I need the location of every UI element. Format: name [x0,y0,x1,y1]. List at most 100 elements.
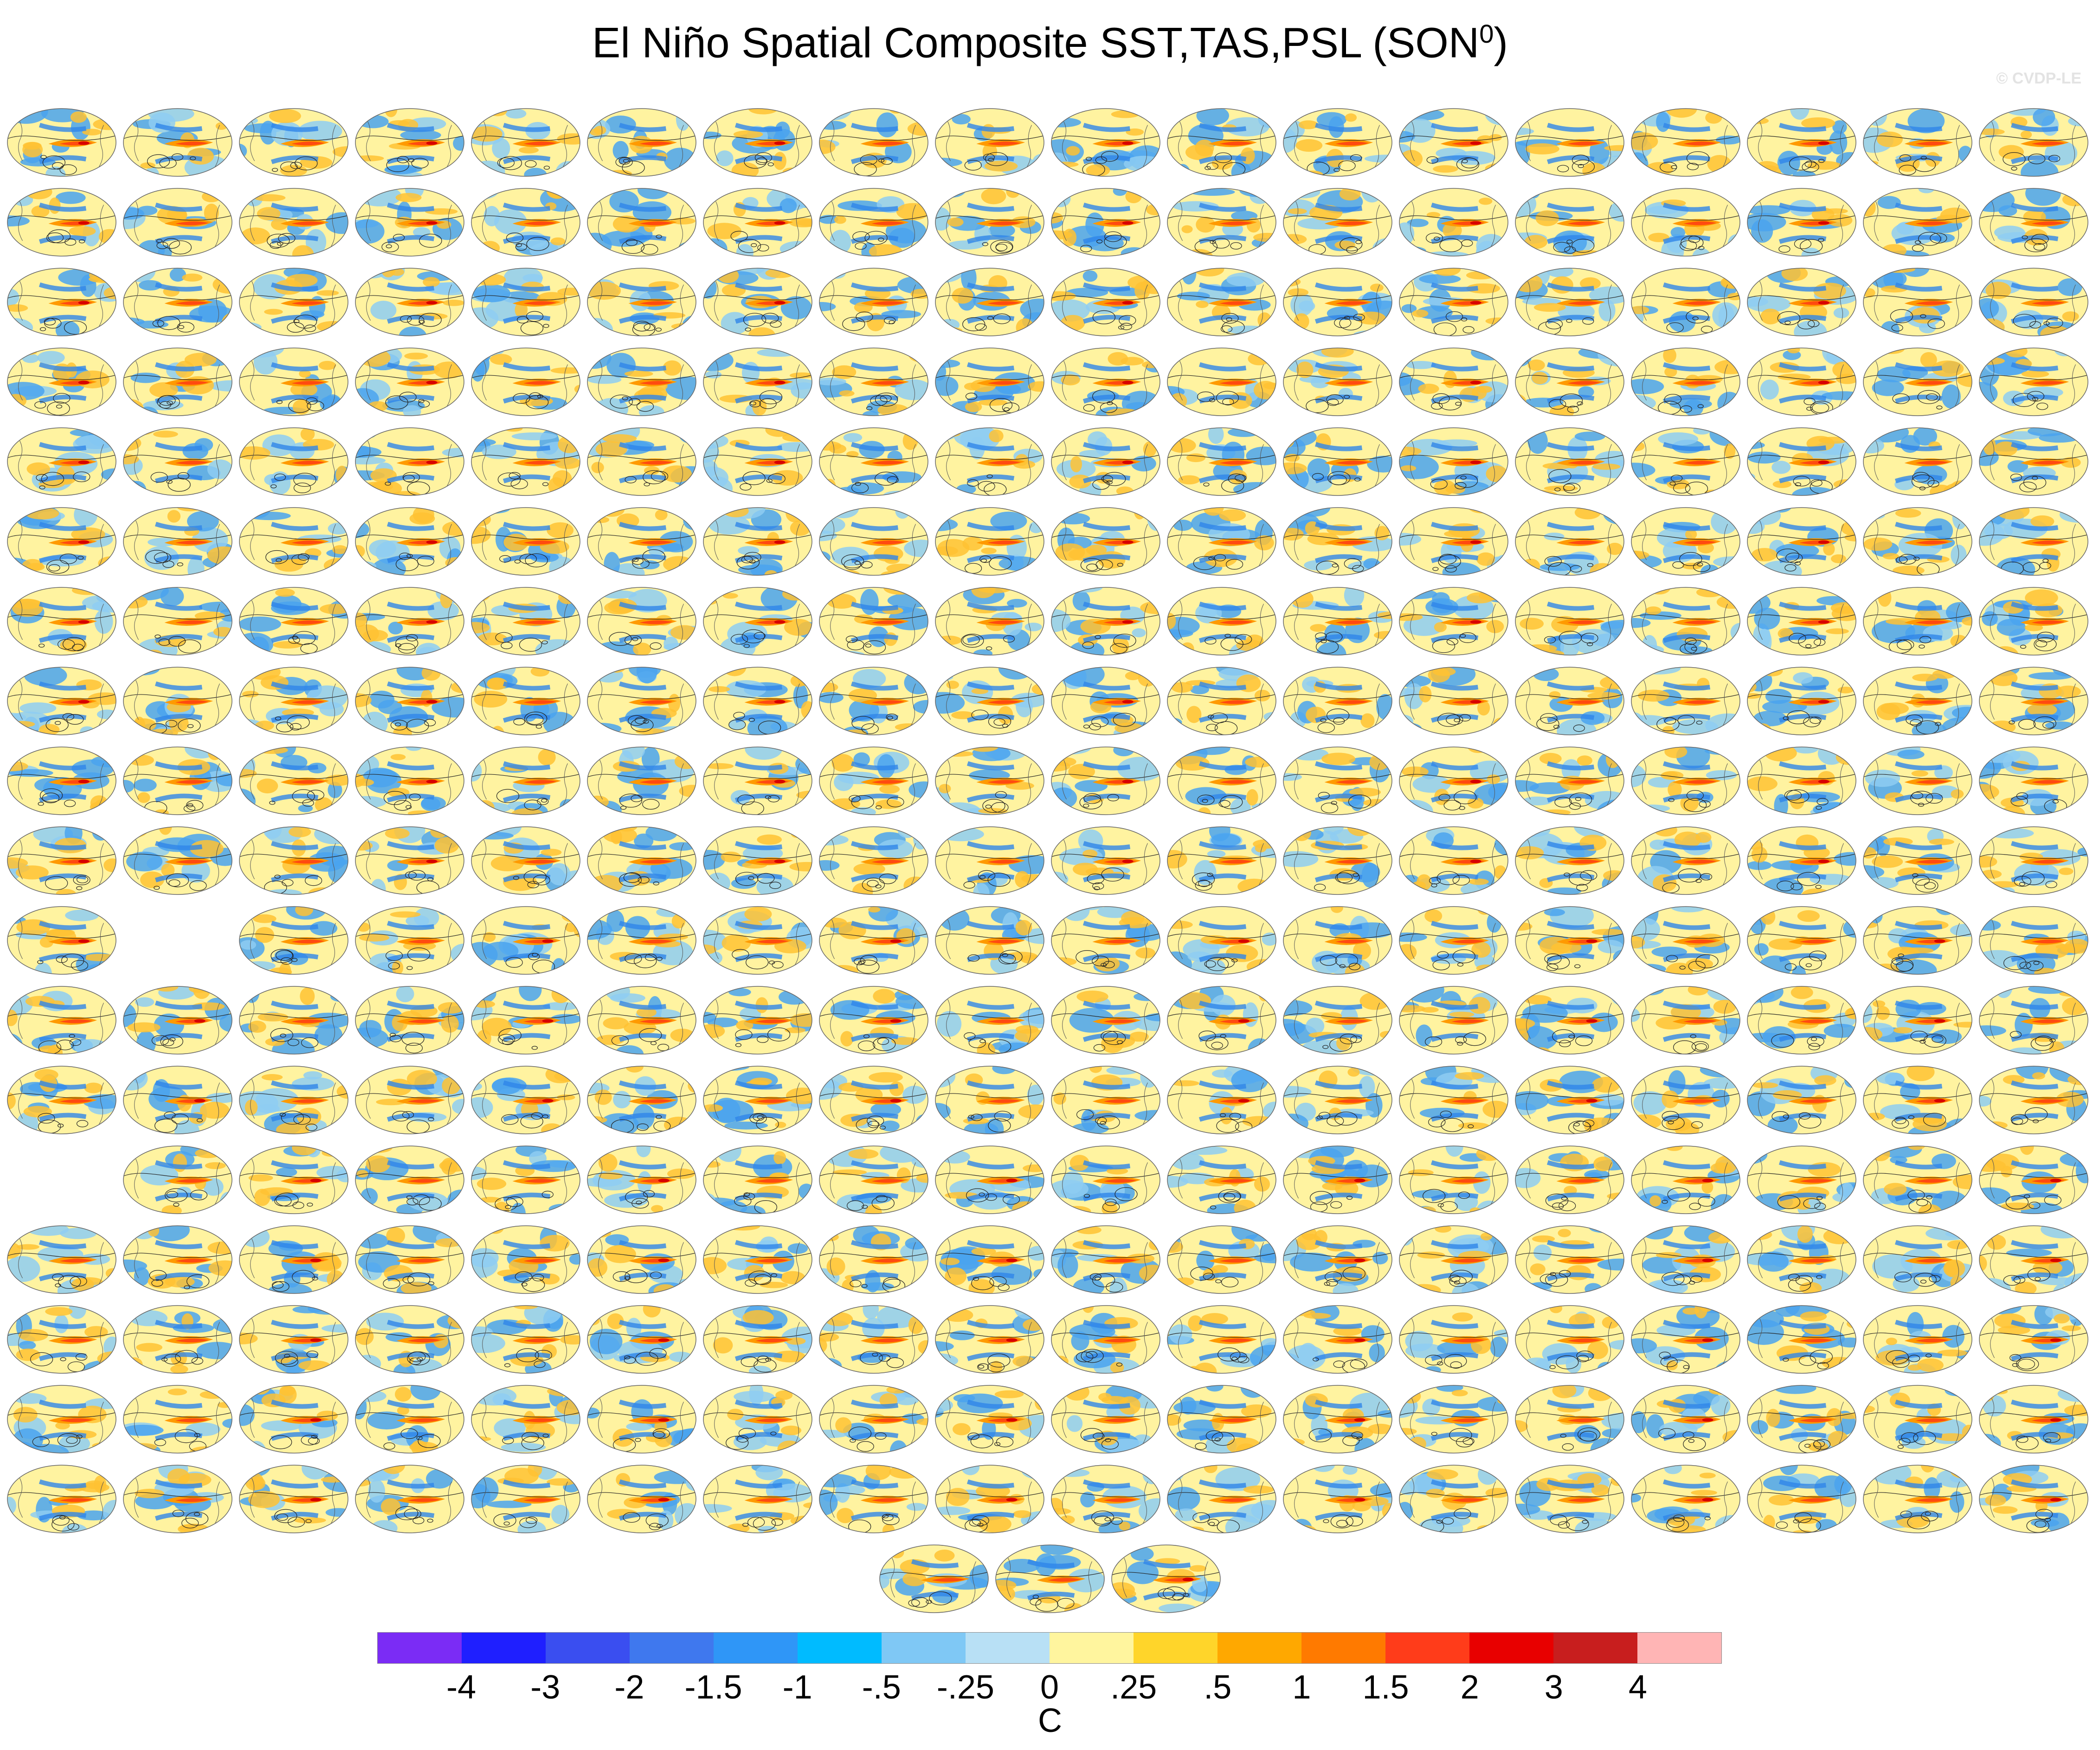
map-panel [1515,746,1624,815]
map-panel [1283,667,1392,735]
map-panel [819,347,928,416]
map-panel [935,986,1044,1055]
map-panel [355,1305,464,1374]
map-panel [819,268,928,336]
map-panel [471,1225,580,1294]
map-panel [1747,1385,1856,1454]
map-panel [7,1066,116,1134]
map-panel [1863,1305,1972,1374]
map-panel [1863,347,1972,416]
map-panel [1863,188,1972,257]
map-panel [1167,1066,1276,1134]
map-panel [819,587,928,656]
map-panel [1863,1385,1972,1454]
map-panel [123,1066,232,1134]
map-panel [1863,108,1972,177]
map-panel [355,826,464,895]
map-panel [703,906,812,975]
map-panel [703,746,812,815]
colorbar-swatch [1553,1633,1637,1663]
map-panel [587,108,696,177]
map-panel [1167,1465,1276,1533]
map-panel [7,667,116,735]
map-panel [1399,188,1508,257]
colorbar-tick-label: -.5 [862,1669,901,1706]
map-panel [1051,667,1160,735]
map-panel [587,1305,696,1374]
map-panel [1283,906,1392,975]
map-panel [471,1465,580,1533]
map-panel [239,427,348,496]
map-panel [1747,587,1856,656]
map-panel [1051,1305,1160,1374]
map-panel [819,667,928,735]
map-panel [1515,268,1624,336]
map-panel [703,427,812,496]
map-panel [1051,347,1160,416]
map-panel [471,347,580,416]
map-panel [355,906,464,975]
map-panel [355,667,464,735]
map-panel [819,986,928,1055]
map-panel [1399,507,1508,576]
map-panel [1167,906,1276,975]
map-panel [239,507,348,576]
map-panel [239,826,348,895]
map-panel [1167,1145,1276,1214]
map-panel [471,986,580,1055]
map-panel [123,188,232,257]
map-panel [239,1225,348,1294]
map-panel [879,1544,989,1613]
map-panel [1979,906,2088,975]
map-panel [355,1145,464,1214]
map-panel [1399,1465,1508,1533]
map-panel [1051,906,1160,975]
map-panel [355,1385,464,1454]
map-panel [123,1145,232,1214]
map-panel [123,667,232,735]
map-panel [819,1305,928,1374]
map-panel [1747,268,1856,336]
map-panel [1051,1385,1160,1454]
colorbar-tick-label: -1 [782,1669,812,1706]
map-panel [819,427,928,496]
map-panel [7,507,116,576]
map-panel [123,587,232,656]
map-panel [819,1465,928,1533]
map-panel [471,746,580,815]
map-panel [703,1066,812,1134]
map-panel [7,986,116,1055]
map-panel [1747,1225,1856,1294]
map-panel [1051,1465,1160,1533]
map-panel [1283,1385,1392,1454]
map-panel [819,188,928,257]
map-panel [935,667,1044,735]
map-panel [1167,1385,1276,1454]
map-panel [587,1225,696,1294]
map-panel [355,587,464,656]
map-panel [587,268,696,336]
map-panel [239,108,348,177]
map-panel [1631,427,1740,496]
map-panel [1863,507,1972,576]
map-panel [1283,1225,1392,1294]
map-panel [355,188,464,257]
map-panel [1747,1145,1856,1214]
map-panel [1167,1305,1276,1374]
map-panel [1515,507,1624,576]
map-panel [1167,826,1276,895]
colorbar-swatch [1637,1633,1721,1663]
map-panel [471,826,580,895]
map-panel [1747,906,1856,975]
map-panel [1747,507,1856,576]
map-panel [1515,1145,1624,1214]
map-panel [1399,1305,1508,1374]
map-panel [7,826,116,895]
map-panel [703,1225,812,1294]
map-panel [1631,1465,1740,1533]
colorbar-swatch [630,1633,714,1663]
map-panel [471,1066,580,1134]
map-panel [1515,667,1624,735]
map-panel [1863,746,1972,815]
map-panel [1515,108,1624,177]
